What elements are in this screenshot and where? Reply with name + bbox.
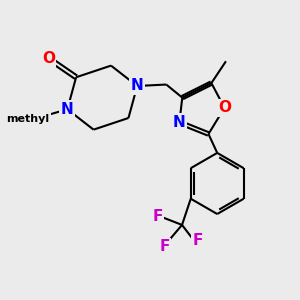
Text: N: N <box>131 79 144 94</box>
Text: N: N <box>173 115 186 130</box>
Text: F: F <box>159 239 170 254</box>
Text: F: F <box>152 209 163 224</box>
Text: methyl: methyl <box>7 114 50 124</box>
Text: F: F <box>193 233 203 248</box>
Text: methyl: methyl <box>31 107 80 121</box>
Text: O: O <box>42 51 55 66</box>
Text: N: N <box>61 102 74 117</box>
Text: O: O <box>218 100 231 115</box>
